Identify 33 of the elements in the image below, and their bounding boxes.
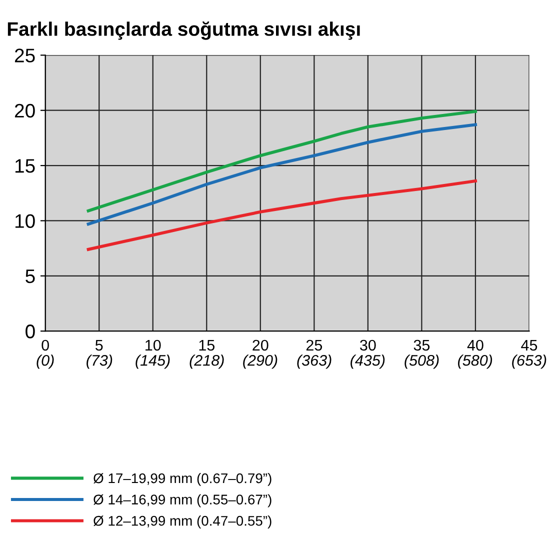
x-tick-label: 10 (146, 340, 161, 351)
x-tick-label: 45 (521, 340, 538, 351)
x-tick-label: 40 (467, 340, 484, 351)
y-tick-label: 25 (14, 48, 35, 62)
line-series (86, 123, 477, 226)
line-series (86, 110, 477, 212)
x-tick-label: 0 (42, 340, 49, 351)
legend-label: Ø 14–16,99 mm (0.55–0.67”) (94, 494, 272, 508)
x2-tick-label: (508) (404, 354, 439, 369)
legend-label: Ø 17–19,99 mm (0.67–0.79”) (94, 472, 272, 486)
x2-tick-label: (218) (190, 354, 224, 369)
line-series (86, 179, 477, 251)
x2-tick-label: (145) (136, 354, 170, 369)
x-tick-label: 15 (199, 340, 214, 351)
x-tick-label: 35 (414, 340, 430, 351)
x-tick-label: 30 (360, 340, 376, 351)
y-tick-label: 10 (15, 214, 35, 228)
y-tick-label: 15 (15, 159, 35, 173)
x2-tick-label: (580) (458, 354, 492, 369)
legend-label: Ø 12–13,99 mm (0.47–0.55”) (94, 516, 272, 528)
x-tick-label: 20 (252, 340, 268, 351)
x2-tick-label: (653) (512, 354, 546, 369)
y-tick-label: 5 (26, 270, 35, 284)
x2-tick-label: (363) (297, 354, 332, 369)
y-tick-label: 20 (14, 104, 35, 118)
x2-tick-label: (290) (243, 354, 278, 369)
x-tick-label: 25 (306, 340, 322, 351)
x2-tick-label: (435) (350, 354, 385, 369)
chart-title: Farklı basınçlarda soğutma sıvısı akışı (8, 21, 360, 40)
x2-tick-label: (73) (86, 354, 112, 369)
x2-tick-label: (0) (36, 354, 54, 369)
x-tick-label: 5 (95, 340, 103, 351)
y-tick-label: 0 (26, 324, 35, 338)
